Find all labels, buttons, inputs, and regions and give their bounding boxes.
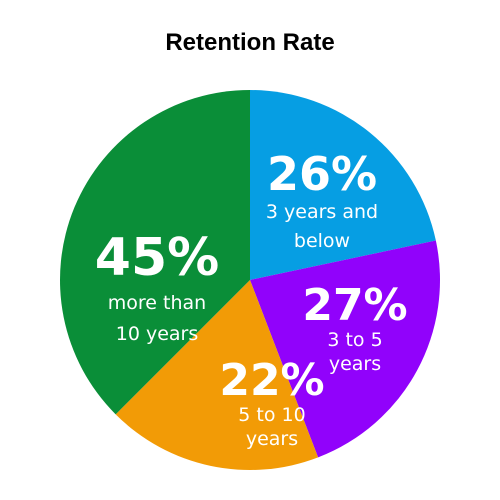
slice-category-label-1-line-1: 3 years and [266,201,378,223]
slice-category-label-3-line-1: 5 to 10 [238,404,305,426]
slice-percent-label-1: 26% [267,147,377,201]
pie-slice-1 [250,90,436,280]
slice-category-label-4-line-2: 10 years [116,323,199,345]
chart-title: Retention Rate [165,29,335,56]
slice-category-label-2-line-2: years [329,353,381,375]
pie-slice-4 [60,90,251,415]
slice-percent-label-3: 22% [219,355,324,406]
slice-percent-label-2: 27% [302,280,407,331]
slice-category-label-3-line-2: years [246,428,298,450]
slice-category-label-1-line-2: below [294,230,350,252]
pie-slice-2 [250,240,441,458]
slice-category-label-4-line-1: more than [108,292,206,314]
pie-slice-3 [115,280,319,470]
slice-category-label-2-line-1: 3 to 5 [327,329,382,351]
slice-percent-label-4: 45% [95,228,219,288]
